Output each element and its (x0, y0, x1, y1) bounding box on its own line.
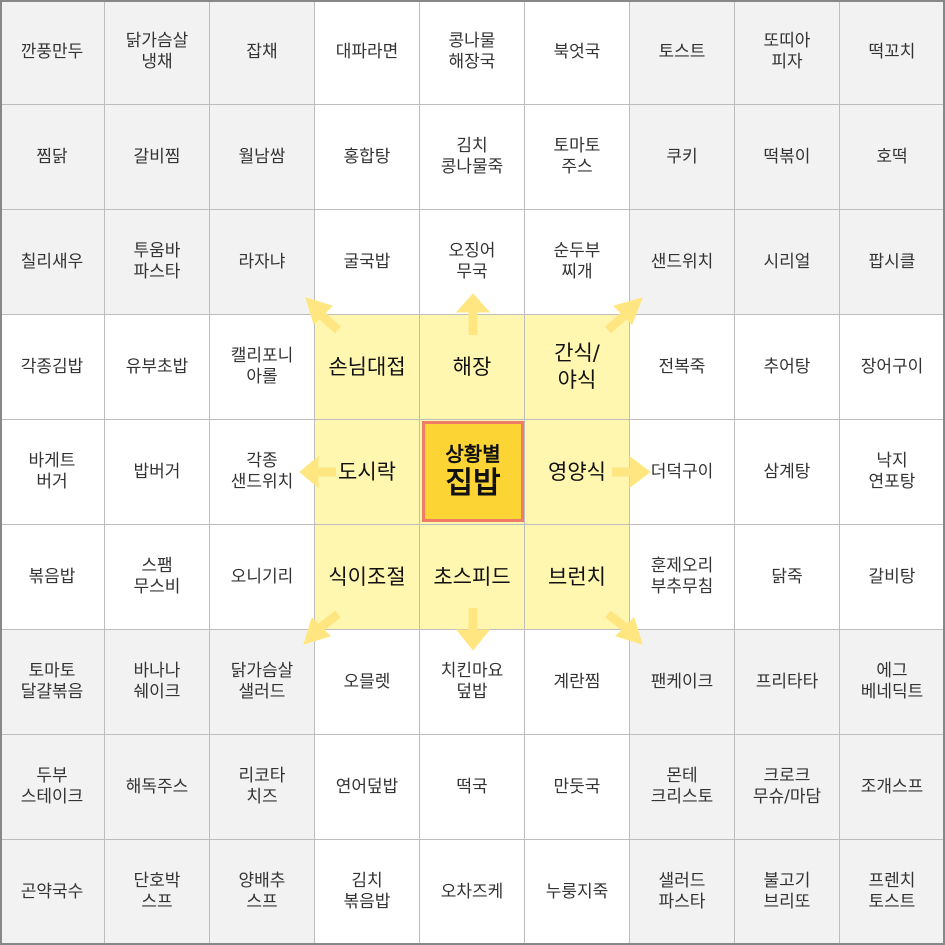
grid-cell: 닭죽 (735, 525, 840, 630)
grid-cell: 바나나 쉐이크 (105, 630, 210, 735)
grid-cell: 장어구이 (840, 315, 945, 420)
grid-cell: 팝시클 (840, 210, 945, 315)
grid-cell: 갈비찜 (105, 105, 210, 210)
grid-cell: 에그 베네딕트 (840, 630, 945, 735)
grid-cell: 시리얼 (735, 210, 840, 315)
grid-cell: 라자냐 (210, 210, 315, 315)
grid-cell: 양배추 스프 (210, 840, 315, 945)
grid-cell: 전복죽 (630, 315, 735, 420)
grid-cell: 삼계탕 (735, 420, 840, 525)
grid-cell: 북엇국 (525, 0, 630, 105)
grid-cell: 볶음밥 (0, 525, 105, 630)
grid-cell: 추어탕 (735, 315, 840, 420)
grid-cell: 닭가슴살 냉채 (105, 0, 210, 105)
category-cell: 초스피드 (420, 525, 525, 630)
grid-cell: 만둣국 (525, 735, 630, 840)
grid-cell: 콩나물 해장국 (420, 0, 525, 105)
grid-cell: 떡꼬치 (840, 0, 945, 105)
grid-cell: 불고기 브리또 (735, 840, 840, 945)
grid-cell: 찜닭 (0, 105, 105, 210)
grid-cell: 바게트 버거 (0, 420, 105, 525)
category-cell: 식이조절 (315, 525, 420, 630)
center-theme-main: 집밥 (445, 465, 501, 501)
grid-cell: 김치 볶음밥 (315, 840, 420, 945)
grid-cell: 몬테 크리스토 (630, 735, 735, 840)
grid-cell: 훈제오리 부추무침 (630, 525, 735, 630)
center-theme-box: 상황별 집밥 (422, 421, 524, 522)
grid-cell: 더덕구이 (630, 420, 735, 525)
category-cell: 해장 (420, 315, 525, 420)
grid-cell: 또띠아 피자 (735, 0, 840, 105)
grid-cell: 떡국 (420, 735, 525, 840)
grid-cell: 오믈렛 (315, 630, 420, 735)
grid-cell: 프리타타 (735, 630, 840, 735)
grid-cell: 칠리새우 (0, 210, 105, 315)
grid-cell: 투움바 파스타 (105, 210, 210, 315)
grid-cell: 리코타 치즈 (210, 735, 315, 840)
grid-cell: 각종김밥 (0, 315, 105, 420)
category-cell: 영양식 (525, 420, 630, 525)
category-cell: 손님대접 (315, 315, 420, 420)
grid-cell: 샌드위치 (630, 210, 735, 315)
grid-cell: 계란찜 (525, 630, 630, 735)
grid-cell: 오징어 무국 (420, 210, 525, 315)
grid-cell: 호떡 (840, 105, 945, 210)
grid-cell: 토마토 달걀볶음 (0, 630, 105, 735)
grid-cell: 조개스프 (840, 735, 945, 840)
grid-cell: 오니기리 (210, 525, 315, 630)
grid-cell: 떡볶이 (735, 105, 840, 210)
grid-cell: 순두부 찌개 (525, 210, 630, 315)
grid-cell: 치킨마요 덮밥 (420, 630, 525, 735)
grid-cell: 곤약국수 (0, 840, 105, 945)
grid-cell: 팬케이크 (630, 630, 735, 735)
grid-cell: 김치 콩나물죽 (420, 105, 525, 210)
category-cell: 도시락 (315, 420, 420, 525)
grid-cell: 스팸 무스비 (105, 525, 210, 630)
grid-cell: 단호박 스프 (105, 840, 210, 945)
grid-cell: 잡채 (210, 0, 315, 105)
grid-cell: 낙지 연포탕 (840, 420, 945, 525)
grid-cell: 캘리포니 아롤 (210, 315, 315, 420)
grid-cell: 토스트 (630, 0, 735, 105)
grid-cell: 대파라면 (315, 0, 420, 105)
center-theme-title: 상황별 (445, 441, 501, 466)
grid-cell: 크로크 무슈/마담 (735, 735, 840, 840)
grid-cell: 홍합탕 (315, 105, 420, 210)
grid-cell: 오차즈케 (420, 840, 525, 945)
grid-cell: 깐풍만두 (0, 0, 105, 105)
grid-cell: 두부 스테이크 (0, 735, 105, 840)
grid-cell: 연어덮밥 (315, 735, 420, 840)
grid-cell: 밥버거 (105, 420, 210, 525)
category-cell: 브런치 (525, 525, 630, 630)
grid-cell: 유부초밥 (105, 315, 210, 420)
grid-cell: 프렌치 토스트 (840, 840, 945, 945)
grid-cell: 각종 샌드위치 (210, 420, 315, 525)
grid-cell: 누룽지죽 (525, 840, 630, 945)
grid-cell: 월남쌈 (210, 105, 315, 210)
grid-cell: 굴국밥 (315, 210, 420, 315)
grid-cell: 샐러드 파스타 (630, 840, 735, 945)
grid-cell: 토마토 주스 (525, 105, 630, 210)
category-cell: 간식/ 야식 (525, 315, 630, 420)
grid-cell: 해독주스 (105, 735, 210, 840)
grid-cell: 닭가슴살 샐러드 (210, 630, 315, 735)
grid-cell: 갈비탕 (840, 525, 945, 630)
grid-cell: 쿠키 (630, 105, 735, 210)
